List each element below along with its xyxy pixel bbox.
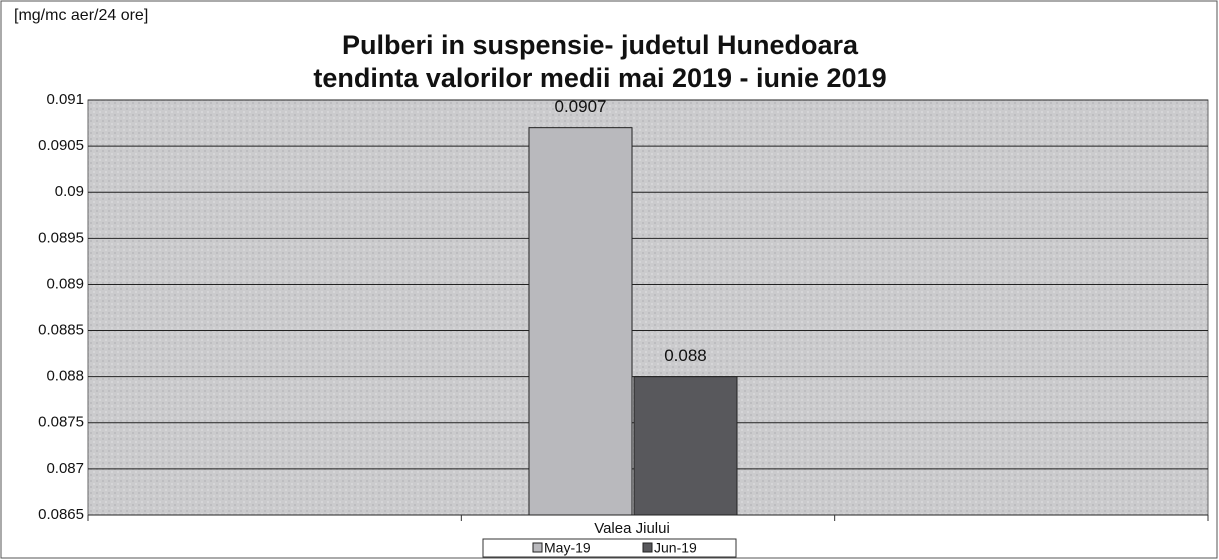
y-tick-label: 0.09 [55, 183, 84, 200]
chart-title: tendinta valorilor medii mai 2019 - iuni… [313, 63, 886, 93]
legend-swatch [532, 542, 543, 553]
legend-label: Jun-19 [654, 540, 697, 556]
data-label: 0.088 [664, 346, 707, 365]
x-tick-label: Valea Jiului [594, 520, 670, 537]
y-axis-label: [mg/mc aer/24 ore] [14, 7, 148, 24]
y-tick-label: 0.091 [46, 91, 84, 108]
legend-swatch [642, 542, 653, 553]
bar [633, 376, 738, 516]
y-tick-label: 0.089 [46, 275, 84, 292]
y-tick-label: 0.088 [46, 368, 84, 385]
y-tick-label: 0.0895 [38, 229, 84, 246]
y-tick-label: 0.087 [46, 460, 84, 477]
y-tick-label: 0.0865 [38, 506, 84, 523]
data-label: 0.0907 [555, 97, 607, 116]
bar [528, 127, 633, 516]
legend-box [482, 538, 737, 558]
y-tick-label: 0.0885 [38, 322, 84, 339]
legend-label: May-19 [544, 540, 591, 556]
chart-title: Pulberi in suspensie- judetul Hunedoara [342, 30, 859, 60]
y-tick-label: 0.0905 [38, 137, 84, 154]
y-tick-label: 0.0875 [38, 414, 84, 431]
